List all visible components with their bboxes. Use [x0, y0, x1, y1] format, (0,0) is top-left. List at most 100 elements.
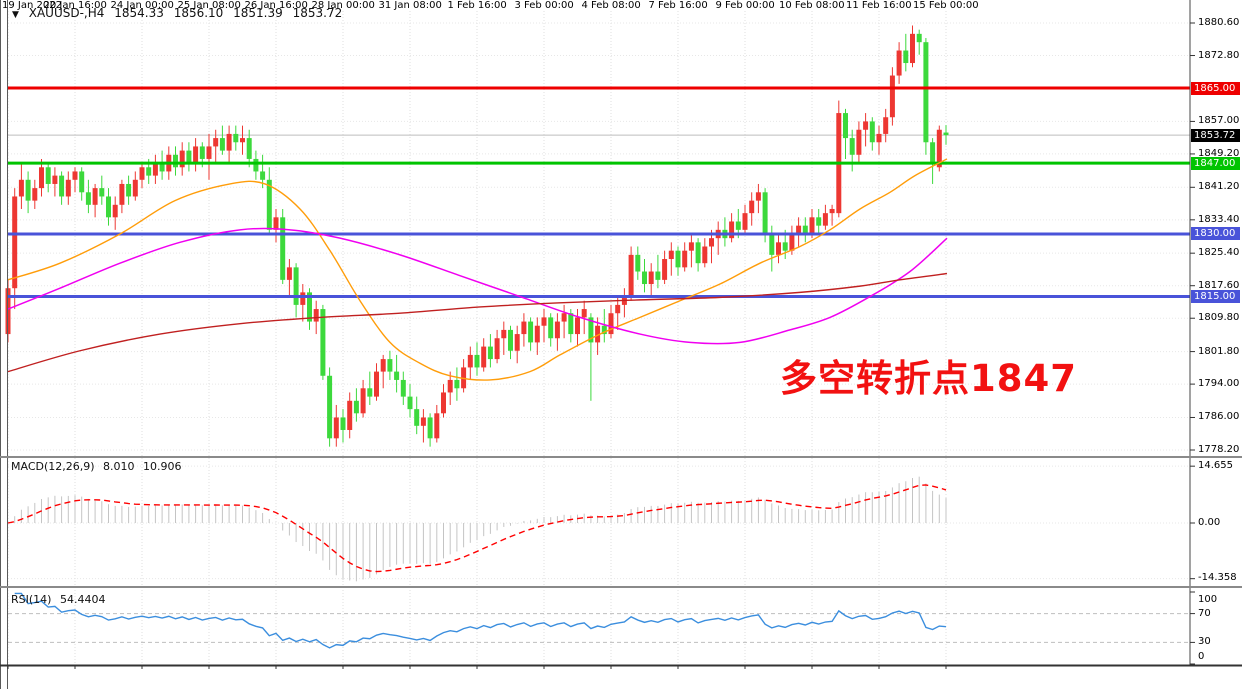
candle-up [213, 138, 219, 147]
candle-down [173, 154, 178, 168]
ohlc-header: ▼ XAUUSD-,H4 1854.33 1856.10 1851.39 185… [12, 6, 348, 20]
time-axis-label: 31 Jan 08:00 [378, 0, 442, 11]
candle-up [595, 325, 601, 343]
time-axis-label: 28 Jan 00:00 [311, 0, 375, 11]
macd-signal-line [7, 484, 947, 573]
time-axis[interactable] [0, 666, 1242, 689]
candle-up [581, 309, 587, 318]
candle-up [856, 129, 862, 155]
candle-down [106, 196, 111, 218]
candle-down [427, 417, 433, 439]
rsi-tick-label: 70 [1198, 607, 1211, 619]
candle-down [655, 271, 661, 280]
candle-down [320, 309, 326, 376]
time-axis-label: 10 Feb 08:00 [779, 0, 845, 11]
candle-up [420, 417, 426, 426]
rsi-indicator-label-row: RSI(14) 54.4404 [11, 593, 110, 606]
candle-up [333, 417, 339, 439]
candle-down [99, 188, 105, 197]
time-axis-label: 25 Jan 08:00 [177, 0, 241, 11]
candle-up [514, 334, 520, 351]
price-tick-label: 1778.20 [1198, 444, 1240, 455]
time-axis-label: 9 Feb 00:00 [715, 0, 775, 11]
candle-up [561, 313, 567, 322]
candle-up [441, 392, 446, 414]
candle-up [226, 133, 232, 151]
ma-fast-orange [7, 158, 948, 381]
price-tick-label: 1833.40 [1198, 213, 1240, 225]
candle-up [776, 242, 781, 255]
candle-up [796, 225, 802, 234]
candle-up [467, 354, 473, 368]
candle-up [92, 188, 98, 205]
low-value: 1851.39 [233, 6, 283, 20]
candle-up [554, 321, 560, 339]
candle-up [65, 179, 71, 197]
candle-up [534, 325, 540, 343]
candle-down [367, 388, 373, 397]
candle-up [360, 388, 366, 414]
candle-down [695, 242, 701, 264]
candle-up [18, 179, 24, 197]
price-axis[interactable] [1190, 0, 1242, 665]
candle-up [494, 338, 500, 360]
candle-up [501, 329, 507, 339]
candle-up [702, 246, 708, 264]
candle-up [755, 192, 761, 201]
candle-up [347, 400, 353, 430]
candle-down [869, 121, 875, 143]
candle-down [454, 379, 460, 389]
candle-down [588, 317, 594, 343]
candle-up [240, 138, 245, 143]
candle-up [910, 33, 915, 64]
price-badge-1830-00: 1830.00 [1191, 227, 1240, 241]
candle-up [132, 179, 138, 197]
rsi-line [14, 592, 947, 649]
candle-up [668, 250, 674, 260]
open-value: 1854.33 [114, 6, 164, 20]
close-value: 1853.72 [292, 6, 343, 20]
candle-up [809, 217, 815, 234]
candle-up [936, 129, 942, 168]
candle-up [286, 267, 292, 280]
candle-down [307, 292, 312, 322]
candle-down [85, 192, 91, 205]
candle-down [816, 217, 822, 226]
candle-down [675, 250, 681, 268]
candle-down [735, 221, 741, 230]
price-badge-1865-00: 1865.00 [1191, 81, 1240, 95]
candle-down [769, 233, 775, 255]
candle-up [52, 175, 58, 184]
candle-up [72, 171, 78, 180]
price-tick-label: 1794.00 [1198, 378, 1240, 390]
candle-up [615, 304, 621, 314]
time-axis-label: 24 Jan 00:00 [110, 0, 174, 11]
time-axis-label: 11 Feb 16:00 [846, 0, 912, 11]
candle-down [782, 242, 788, 251]
macd-tick-label: 0.00 [1198, 517, 1221, 528]
candle-up [206, 146, 212, 159]
rsi-tick-label: 0 [1198, 651, 1205, 662]
panel-separator[interactable] [0, 456, 1242, 458]
candle-up [896, 50, 902, 76]
price-tick-label: 1809.80 [1198, 312, 1240, 324]
time-axis-label: 7 Feb 16:00 [648, 0, 708, 11]
candle-up [273, 217, 279, 230]
candle-down [280, 217, 286, 280]
panel-separator[interactable] [0, 586, 1242, 588]
candle-down [923, 42, 929, 143]
candle-down [930, 142, 936, 164]
time-axis-label: 19 Jan 2022 [2, 0, 62, 11]
candle-down [353, 400, 359, 414]
time-axis-label: 15 Feb 00:00 [913, 0, 979, 11]
collapse-toggle-icon[interactable]: ▼ [12, 10, 19, 20]
candle-down [79, 171, 85, 193]
candle-down [568, 313, 574, 335]
candle-up [742, 213, 748, 230]
ma-slow-darkred [7, 272, 948, 373]
price-badge-1815-00: 1815.00 [1191, 290, 1240, 304]
candle-up [39, 167, 44, 189]
candle-down [146, 167, 152, 176]
macd-tick-label: -14.358 [1198, 572, 1237, 583]
